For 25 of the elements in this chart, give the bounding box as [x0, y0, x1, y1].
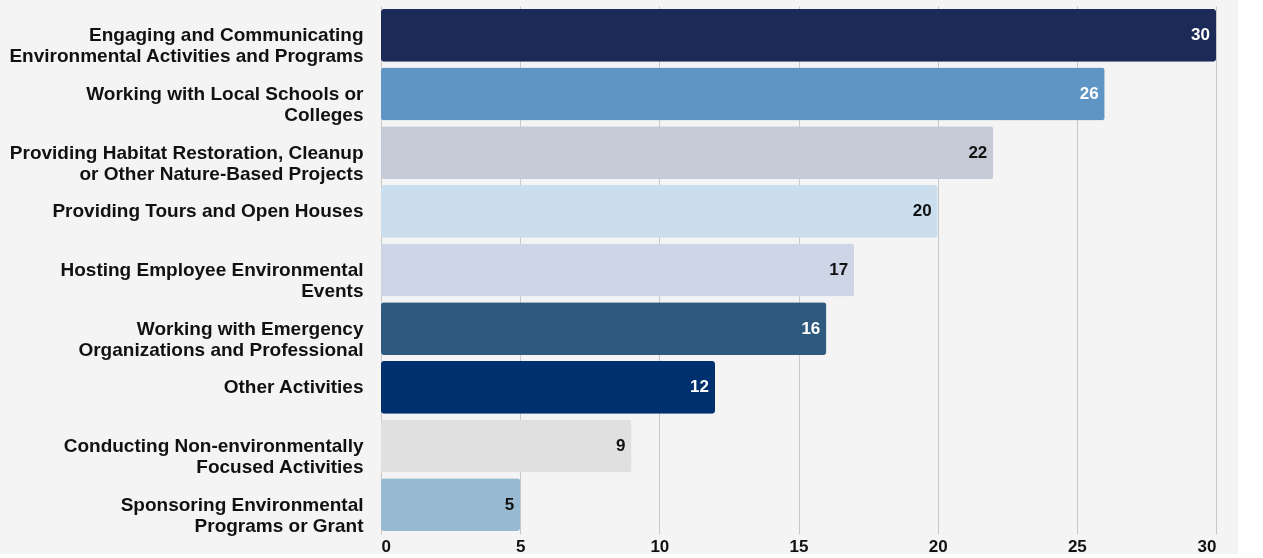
x-tick-label: 15: [789, 536, 809, 556]
y-tick-label: Engaging and Communicating Environmental Activities and Programs: [9, 24, 364, 67]
y-tick-label: Providing Tours and Open Houses: [52, 200, 364, 222]
x-tick-label: 20: [928, 536, 948, 556]
y-tick-label: Working with Local Schools or Colleges: [86, 83, 365, 125]
y-tick-label: Hosting Employee Environmental Events: [60, 259, 364, 301]
x-tick-label: 25: [1067, 536, 1087, 556]
x-tick-label: 0: [381, 536, 391, 556]
data-label: 30: [1191, 25, 1210, 45]
y-tick-label: Other Activities: [223, 376, 364, 398]
data-label: 5: [504, 494, 515, 514]
data-label: 20: [912, 201, 932, 221]
data-label: 9: [616, 436, 626, 455]
x-tick-label: 30: [1197, 536, 1217, 556]
data-label: 22: [968, 142, 988, 162]
data-label: 12: [690, 377, 709, 397]
x-tick-label: 5: [515, 536, 526, 556]
y-tick-label: Sponsoring Environmental Programs or Grant: [120, 493, 365, 536]
y-tick-label: Working with Emergency Organizations and Professional: [78, 317, 364, 360]
x-tick-label: 10: [650, 536, 670, 556]
y-tick-label: Providing Habitat Restoration, Cleanup or Other Nature-Based Projects: [9, 141, 364, 184]
data-label: 17: [829, 260, 849, 279]
data-label: 26: [1079, 84, 1099, 103]
y-tick-label: Conducting Non-environmentally Focused Activities: [63, 435, 364, 477]
data-label: 16: [801, 318, 821, 338]
